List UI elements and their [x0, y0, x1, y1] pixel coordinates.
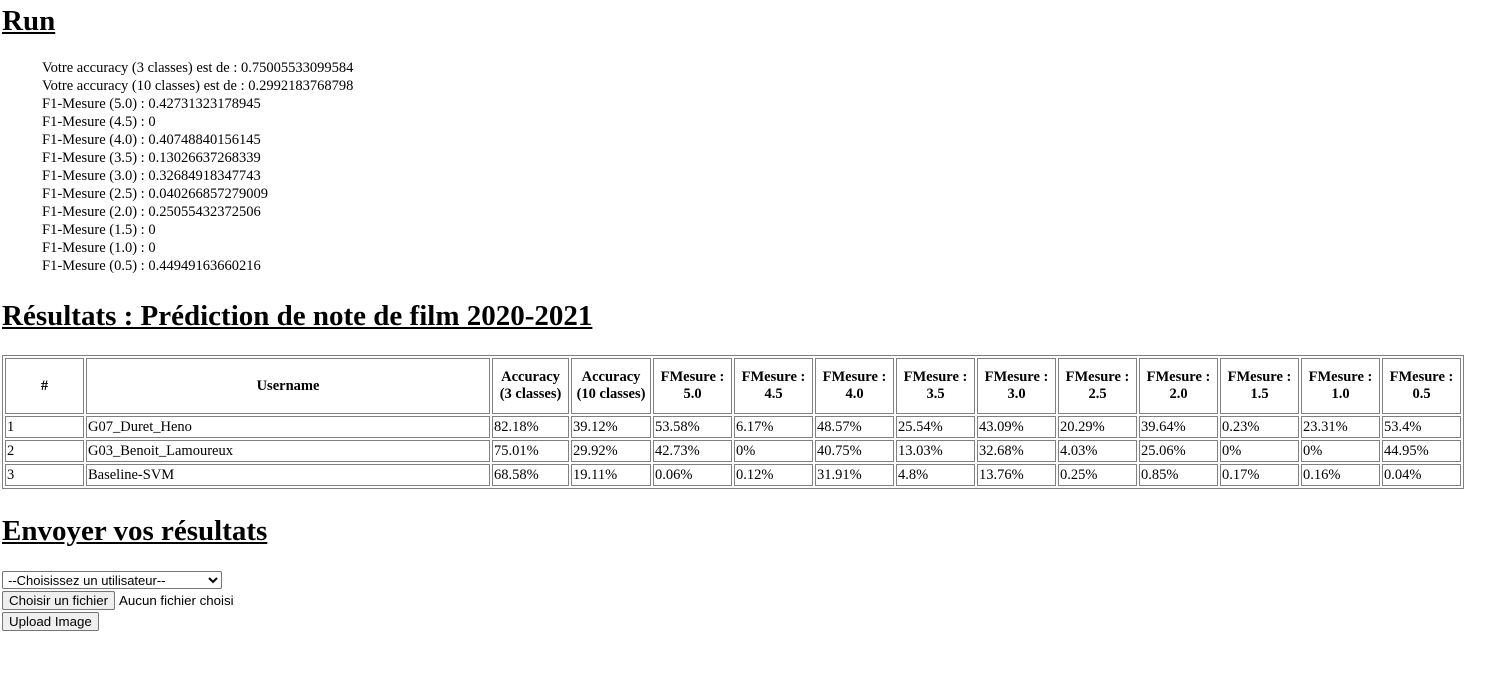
table-cell: 0.04% — [1382, 464, 1461, 486]
upload-form: --Choisissez un utilisateur-- Choisir un… — [2, 571, 234, 631]
column-header-fmesure-1-0: FMesure : 1.0 — [1301, 358, 1380, 414]
column-header-fmesure-2-0: FMesure : 2.0 — [1139, 358, 1218, 414]
table-cell: 4.8% — [896, 464, 975, 486]
run-metric-line: F1-Mesure (3.0) : 0.32684918347743 — [42, 168, 261, 184]
results-table: # Username Accuracy (3 classes) Accuracy… — [2, 355, 1464, 489]
column-header-fmesure-0-5: FMesure : 0.5 — [1382, 358, 1461, 414]
column-header-accuracy-3: Accuracy (3 classes) — [492, 358, 569, 414]
table-cell: 39.12% — [571, 416, 651, 438]
table-cell: 1 — [5, 416, 84, 438]
table-row: 2 G03_Benoit_Lamoureux 75.01% 29.92% 42.… — [5, 440, 1461, 462]
column-header-fmesure-3-5: FMesure : 3.5 — [896, 358, 975, 414]
table-cell: 0% — [1301, 440, 1380, 462]
table-cell: 0.23% — [1220, 416, 1299, 438]
run-metric-line: F1-Mesure (2.0) : 0.25055432372506 — [42, 204, 261, 220]
table-cell: 3 — [5, 464, 84, 486]
upload-image-button[interactable]: Upload Image — [2, 612, 99, 631]
table-cell: 29.92% — [571, 440, 651, 462]
file-status-text: Aucun fichier choisi — [119, 593, 234, 608]
table-cell: 40.75% — [815, 440, 894, 462]
table-cell: 2 — [5, 440, 84, 462]
table-header-row: # Username Accuracy (3 classes) Accuracy… — [5, 358, 1461, 414]
table-cell: 53.4% — [1382, 416, 1461, 438]
choose-file-button[interactable]: Choisir un fichier — [2, 591, 116, 610]
column-header-username: Username — [86, 358, 490, 414]
table-cell: 13.03% — [896, 440, 975, 462]
run-metric-line: F1-Mesure (3.5) : 0.13026637268339 — [42, 150, 261, 166]
run-metric-line: F1-Mesure (5.0) : 0.42731323178945 — [42, 96, 261, 112]
table-cell: 82.18% — [492, 416, 569, 438]
run-metric-line: F1-Mesure (1.0) : 0 — [42, 240, 156, 256]
table-cell: 0.17% — [1220, 464, 1299, 486]
table-cell: 0.06% — [653, 464, 732, 486]
table-cell: Baseline-SVM — [86, 464, 490, 486]
table-cell: 4.03% — [1058, 440, 1137, 462]
table-cell: 48.57% — [815, 416, 894, 438]
column-header-fmesure-4-5: FMesure : 4.5 — [734, 358, 813, 414]
table-cell: 0.85% — [1139, 464, 1218, 486]
run-heading: Run — [2, 5, 56, 37]
table-cell: 68.58% — [492, 464, 569, 486]
send-results-heading: Envoyer vos résultats — [2, 515, 268, 547]
run-metric-line: Votre accuracy (10 classes) est de : 0.2… — [42, 78, 354, 94]
table-cell: 42.73% — [653, 440, 732, 462]
run-metrics: Votre accuracy (3 classes) est de : 0.75… — [42, 59, 353, 275]
run-metric-line: Votre accuracy (3 classes) est de : 0.75… — [42, 60, 354, 76]
table-row: 1 G07_Duret_Heno 82.18% 39.12% 53.58% 6.… — [5, 416, 1461, 438]
column-header-rank: # — [5, 358, 84, 414]
table-cell: 0.25% — [1058, 464, 1137, 486]
table-cell: G07_Duret_Heno — [86, 416, 490, 438]
table-cell: 19.11% — [571, 464, 651, 486]
table-cell: 0.16% — [1301, 464, 1380, 486]
table-cell: 23.31% — [1301, 416, 1380, 438]
table-cell: 53.58% — [653, 416, 732, 438]
table-cell: 75.01% — [492, 440, 569, 462]
table-cell: 20.29% — [1058, 416, 1137, 438]
table-cell: 6.17% — [734, 416, 813, 438]
table-cell: 13.76% — [977, 464, 1056, 486]
table-cell: 25.54% — [896, 416, 975, 438]
table-cell: 0.12% — [734, 464, 813, 486]
run-metric-line: F1-Mesure (2.5) : 0.040266857279009 — [42, 186, 268, 202]
run-metric-line: F1-Mesure (0.5) : 0.44949163660216 — [42, 258, 261, 274]
column-header-fmesure-4-0: FMesure : 4.0 — [815, 358, 894, 414]
results-heading: Résultats : Prédiction de note de film 2… — [2, 300, 593, 332]
user-select[interactable]: --Choisissez un utilisateur-- — [2, 571, 222, 589]
table-row: 3 Baseline-SVM 68.58% 19.11% 0.06% 0.12%… — [5, 464, 1461, 486]
table-cell: 0% — [734, 440, 813, 462]
run-metric-line: F1-Mesure (4.5) : 0 — [42, 114, 156, 130]
table-cell: 39.64% — [1139, 416, 1218, 438]
table-cell: 44.95% — [1382, 440, 1461, 462]
column-header-fmesure-3-0: FMesure : 3.0 — [977, 358, 1056, 414]
run-metric-line: F1-Mesure (1.5) : 0 — [42, 222, 156, 238]
file-picker: Choisir un fichier Aucun fichier choisi — [2, 591, 234, 610]
column-header-accuracy-10: Accuracy (10 classes) — [571, 358, 651, 414]
table-cell: 32.68% — [977, 440, 1056, 462]
table-cell: 0% — [1220, 440, 1299, 462]
column-header-fmesure-5-0: FMesure : 5.0 — [653, 358, 732, 414]
column-header-fmesure-2-5: FMesure : 2.5 — [1058, 358, 1137, 414]
table-cell: G03_Benoit_Lamoureux — [86, 440, 490, 462]
run-metric-line: F1-Mesure (4.0) : 0.40748840156145 — [42, 132, 261, 148]
table-cell: 25.06% — [1139, 440, 1218, 462]
table-cell: 31.91% — [815, 464, 894, 486]
column-header-fmesure-1-5: FMesure : 1.5 — [1220, 358, 1299, 414]
table-cell: 43.09% — [977, 416, 1056, 438]
